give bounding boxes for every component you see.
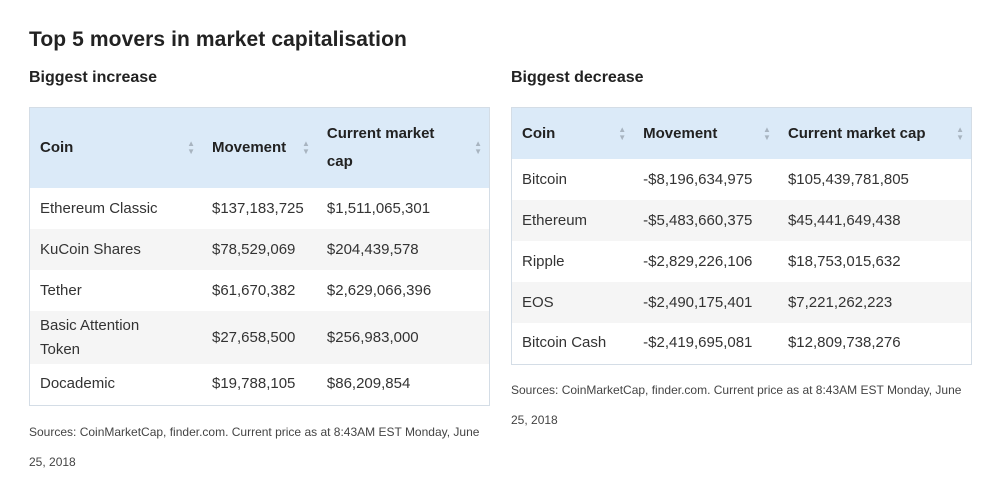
column-header-current-market-cap[interactable]: Current market cap ▲ ▼ bbox=[777, 107, 972, 159]
cell-market-cap: $2,629,066,396 bbox=[316, 270, 490, 311]
column-header-movement[interactable]: Movement ▲ ▼ bbox=[201, 107, 317, 188]
cell-market-cap: $204,439,578 bbox=[316, 229, 490, 270]
decrease-table: Coin ▲ ▼ Movement ▲ ▼ Current market cap ▲… bbox=[511, 107, 972, 365]
sort-icon[interactable]: ▲ ▼ bbox=[763, 124, 771, 142]
column-label: Current market cap bbox=[787, 124, 926, 142]
column-label: Coin bbox=[40, 139, 74, 156]
sort-icon[interactable]: ▲ ▼ bbox=[618, 124, 627, 142]
sort-icon[interactable]: ▲ ▼ bbox=[956, 124, 964, 142]
column-header-coin[interactable]: Coin ▲ ▼ bbox=[29, 107, 202, 188]
cell-coin: Bitcoin Cash bbox=[511, 323, 634, 364]
column-label: Coin bbox=[522, 124, 556, 142]
page-title: Top 5 movers in market capitalisation bbox=[29, 28, 407, 51]
cell-coin: Tether bbox=[29, 270, 202, 311]
cell-market-cap: $1,511,065,301 bbox=[316, 188, 490, 229]
sort-icon[interactable]: ▲ ▼ bbox=[301, 139, 310, 156]
table-row: Tether $61,670,382 $2,629,066,396 bbox=[29, 270, 490, 311]
table-row: Bitcoin Cash -$2,419,695,081 $12,809,738… bbox=[511, 323, 972, 364]
table-row: Ethereum -$5,483,660,375 $45,441,649,438 bbox=[511, 200, 972, 241]
cell-movement: -$8,196,634,975 bbox=[633, 159, 778, 200]
cell-coin: EOS bbox=[511, 282, 634, 323]
cell-coin: Basic Attention Token bbox=[29, 311, 202, 364]
column-label: Movement bbox=[643, 124, 718, 142]
cell-market-cap: $7,221,262,223 bbox=[777, 282, 972, 323]
increase-table: Coin ▲ ▼ Movement ▲ ▼ Current market cap ▲… bbox=[29, 107, 490, 406]
cell-market-cap: $12,809,738,276 bbox=[777, 323, 972, 364]
sources-note: Sources: CoinMarketCap, finder.com. Curr… bbox=[511, 382, 962, 427]
cell-coin: Bitcoin bbox=[511, 159, 634, 200]
decrease-heading: Biggest decrease bbox=[511, 69, 644, 86]
cell-movement: $61,670,382 bbox=[201, 270, 317, 311]
cell-market-cap: $45,441,649,438 bbox=[777, 200, 972, 241]
cell-market-cap: $256,983,000 bbox=[316, 311, 490, 364]
sources-note: Sources: CoinMarketCap, finder.com. Curr… bbox=[29, 424, 480, 469]
cell-market-cap: $86,209,854 bbox=[316, 364, 490, 405]
column-header-coin[interactable]: Coin ▲ ▼ bbox=[511, 107, 634, 159]
column-label: Movement bbox=[211, 139, 287, 156]
cell-movement: -$2,419,695,081 bbox=[633, 323, 778, 364]
increase-panel: Biggest increase Coin ▲ ▼ Movement ▲ ▼ Cur… bbox=[29, 68, 490, 477]
table-row: Ripple -$2,829,226,106 $18,753,015,632 bbox=[511, 241, 972, 282]
table-row: EOS -$2,490,175,401 $7,221,262,223 bbox=[511, 282, 972, 323]
increase-heading: Biggest increase bbox=[29, 69, 158, 86]
cell-movement: -$5,483,660,375 bbox=[633, 200, 778, 241]
cell-movement: $137,183,725 bbox=[201, 188, 317, 229]
cell-movement: -$2,829,226,106 bbox=[633, 241, 778, 282]
sort-icon[interactable]: ▲ ▼ bbox=[474, 139, 482, 156]
cell-movement: $19,788,105 bbox=[201, 364, 317, 405]
cell-coin: KuCoin Shares bbox=[29, 229, 202, 270]
cell-coin: Ethereum Classic bbox=[29, 188, 202, 229]
cell-coin: Docademic bbox=[29, 364, 202, 405]
column-header-current-market-cap[interactable]: Current market cap ▲ ▼ bbox=[316, 107, 490, 188]
cell-market-cap: $18,753,015,632 bbox=[777, 241, 972, 282]
table-row: KuCoin Shares $78,529,069 $204,439,578 bbox=[29, 229, 490, 270]
table-row: Basic Attention Token $27,658,500 $256,9… bbox=[29, 311, 490, 364]
cell-coin: Ethereum bbox=[511, 200, 634, 241]
table-row: Ethereum Classic $137,183,725 $1,511,065… bbox=[29, 188, 490, 229]
cell-coin: Ripple bbox=[511, 241, 634, 282]
column-header-movement[interactable]: Movement ▲ ▼ bbox=[633, 107, 778, 159]
cell-movement: $27,658,500 bbox=[201, 311, 317, 364]
table-header-row: Coin ▲ ▼ Movement ▲ ▼ Current market cap ▲… bbox=[511, 107, 972, 159]
cell-market-cap: $105,439,781,805 bbox=[777, 159, 972, 200]
table-header-row: Coin ▲ ▼ Movement ▲ ▼ Current market cap ▲… bbox=[29, 107, 490, 188]
sort-icon[interactable]: ▲ ▼ bbox=[187, 139, 195, 156]
table-row: Bitcoin -$8,196,634,975 $105,439,781,805 bbox=[511, 159, 972, 200]
cell-movement: -$2,490,175,401 bbox=[633, 282, 778, 323]
column-label: Current market cap bbox=[326, 125, 435, 170]
cell-movement: $78,529,069 bbox=[201, 229, 317, 270]
decrease-panel: Biggest decrease Coin ▲ ▼ Movement ▲ ▼ Cur… bbox=[511, 68, 972, 435]
table-row: Docademic $19,788,105 $86,209,854 bbox=[29, 364, 490, 405]
